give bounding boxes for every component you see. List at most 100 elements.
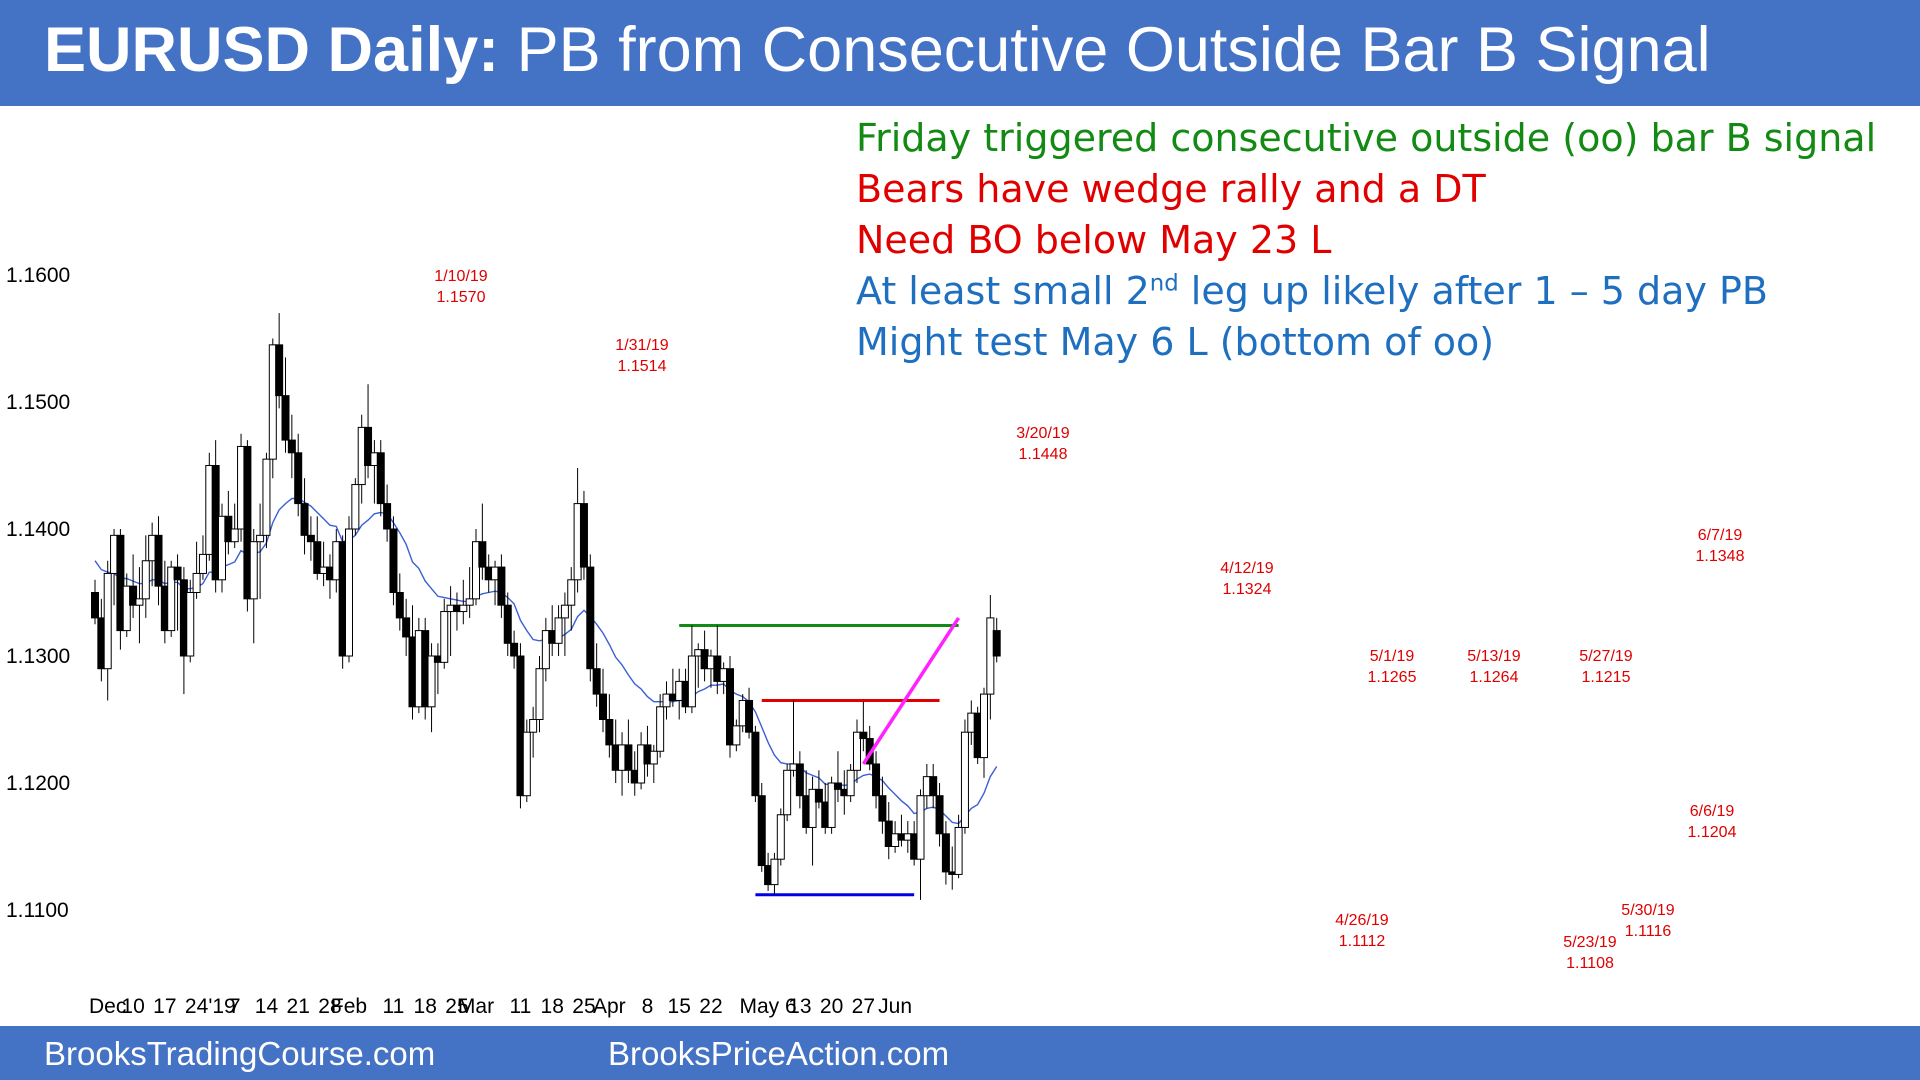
annotation-date: 1/10/19	[434, 268, 487, 285]
candle-body	[389, 528, 398, 593]
wedge-trend-line	[861, 616, 961, 765]
candle-body	[776, 814, 785, 860]
annotation-price: 1.1215	[1582, 669, 1631, 686]
candle-body	[916, 795, 925, 860]
x-tick-label: 7	[229, 995, 241, 1018]
candle-body	[687, 655, 696, 708]
candle-body	[827, 782, 836, 828]
x-tick-label: Feb	[331, 995, 367, 1018]
annotation-date: 1/31/19	[615, 337, 668, 354]
candle-body	[395, 592, 404, 619]
candle-body	[541, 630, 550, 670]
candle-body	[605, 719, 614, 746]
x-tick-label: 15	[668, 995, 691, 1018]
candle-body	[503, 604, 512, 644]
candle-body	[795, 763, 804, 797]
candle-body	[757, 795, 766, 867]
annotation-date: 5/1/19	[1370, 648, 1415, 665]
candle-body	[529, 719, 538, 733]
candle-body	[472, 541, 480, 600]
annotation-date: 4/12/19	[1220, 560, 1273, 577]
x-tick-label: 11	[383, 995, 405, 1018]
annotation-price: 1.1108	[1566, 955, 1614, 972]
x-tick-label: 8	[642, 995, 654, 1018]
x-tick-label: Mar	[458, 995, 494, 1018]
candle-body	[306, 534, 315, 543]
candle-body	[510, 642, 519, 657]
candle-body	[383, 503, 392, 530]
candle-body	[770, 858, 779, 886]
candle-body	[980, 693, 988, 759]
x-tick-label: 25	[445, 995, 468, 1018]
x-tick-label: 17	[153, 995, 176, 1018]
annotation-date: 5/30/19	[1621, 902, 1674, 919]
candle-body	[313, 541, 322, 574]
x-tick-label: '19	[208, 995, 235, 1018]
candle-body	[535, 668, 544, 721]
x-tick-label: Jun	[878, 995, 912, 1018]
candle-body	[567, 579, 576, 606]
candle-body	[592, 668, 601, 695]
note-4: At least small 2nd leg up likely after 1…	[856, 269, 1768, 313]
note-3-text: Need BO below May 23 L	[856, 218, 1332, 262]
annotation-date: 6/6/19	[1690, 803, 1735, 820]
candle-body	[560, 604, 569, 619]
note-5: Might test May 6 L (bottom of oo)	[856, 320, 1494, 364]
x-tick-label: 11	[510, 995, 532, 1018]
candle-body	[129, 585, 138, 606]
candle-body	[103, 572, 112, 670]
title-bold: EURUSD Daily:	[44, 15, 500, 85]
candle-body	[230, 528, 239, 543]
candle-body	[440, 611, 449, 663]
candle-body	[351, 484, 360, 530]
footer-bar: BrooksTradingCourse.com BrooksPriceActio…	[0, 1026, 1920, 1080]
candle-body	[624, 744, 633, 771]
annotation-price: 1.1264	[1470, 669, 1519, 686]
candle-body	[364, 426, 373, 466]
x-tick-label: Apr	[593, 995, 626, 1018]
candle-body	[135, 598, 144, 606]
note-5-text: Might test May 6 L (bottom of oo)	[856, 320, 1495, 364]
candle-body	[833, 782, 842, 790]
footer-right-link[interactable]: BrooksPriceAction.com	[608, 1035, 950, 1072]
x-tick-label: 24	[185, 995, 209, 1018]
annotation-price: 1.1204	[1688, 824, 1737, 841]
candle-body	[173, 566, 182, 581]
candle-body	[91, 592, 99, 619]
candle-body	[814, 788, 823, 803]
candle-body	[732, 725, 741, 746]
candle-body	[929, 776, 938, 797]
candle-body	[859, 731, 868, 740]
candle-body	[478, 541, 487, 568]
candle-body	[268, 344, 277, 460]
candle-body	[154, 534, 163, 587]
candle-body	[586, 566, 595, 670]
candle-body	[783, 769, 792, 816]
candle-body	[402, 617, 411, 638]
x-tick-label: 13	[788, 995, 811, 1018]
annotation-date: 3/20/19	[1016, 425, 1069, 442]
candle-body	[427, 655, 436, 708]
candle-body	[745, 699, 754, 733]
candle-body	[726, 668, 734, 746]
annotation-date: 5/23/19	[1563, 934, 1616, 951]
candle-body	[256, 534, 265, 543]
note-4-text-before: At least small 2	[856, 269, 1150, 313]
candle-body	[878, 795, 887, 822]
note-4-sup: nd	[1149, 270, 1179, 297]
footer-left-link[interactable]: BrooksTradingCourse.com	[44, 1035, 436, 1072]
candle-body	[872, 763, 881, 797]
candle-body	[808, 788, 817, 828]
y-tick-label: 1.1600	[6, 264, 70, 287]
note-3: Need BO below May 23 L	[856, 218, 1331, 262]
x-tick-label: 27	[852, 995, 875, 1018]
title-bar: EURUSD Daily: PB from Consecutive Outsid…	[0, 0, 1920, 106]
y-tick-label: 1.1100	[6, 899, 69, 922]
note-4-text-after: leg up likely after 1 – 5 day PB	[1178, 269, 1768, 313]
candle-body	[465, 598, 474, 606]
candle-body	[116, 534, 125, 632]
annotation-price: 1.1265	[1368, 669, 1417, 686]
annotation-price: 1.1570	[437, 289, 486, 306]
annotation-price: 1.1112	[1339, 933, 1386, 950]
candle-body	[262, 458, 271, 536]
